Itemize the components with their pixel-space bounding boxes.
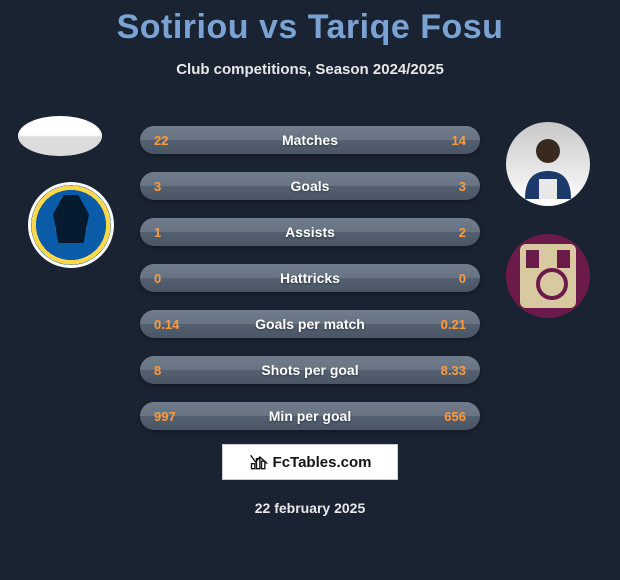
stat-label: Goals <box>291 178 330 194</box>
stat-row: 997 Min per goal 656 <box>140 402 480 430</box>
stat-row: 3 Goals 3 <box>140 172 480 200</box>
stat-right-value: 3 <box>426 179 466 194</box>
player-left-avatar <box>18 116 102 156</box>
stat-left-value: 0 <box>154 271 194 286</box>
stat-label: Assists <box>285 224 335 240</box>
chart-icon <box>249 452 269 472</box>
stat-right-value: 8.33 <box>426 363 466 378</box>
brand-logo[interactable]: FcTables.com <box>222 444 398 480</box>
stat-label: Min per goal <box>269 408 351 424</box>
comparison-date: 22 february 2025 <box>0 500 620 516</box>
stat-row: 0 Hattricks 0 <box>140 264 480 292</box>
club-badge-icon <box>31 185 111 265</box>
stat-left-value: 3 <box>154 179 194 194</box>
comparison-subtitle: Club competitions, Season 2024/2025 <box>0 61 620 78</box>
stat-left-value: 8 <box>154 363 194 378</box>
stat-right-value: 2 <box>426 225 466 240</box>
stats-table: 22 Matches 14 3 Goals 3 1 Assists 2 0 Hattricks 0 0.… <box>140 126 480 448</box>
stat-right-value: 656 <box>426 409 466 424</box>
stat-right-value: 0 <box>426 271 466 286</box>
stat-left-value: 22 <box>154 133 194 148</box>
stat-label: Shots per goal <box>261 362 358 378</box>
stat-label: Hattricks <box>280 270 340 286</box>
club-badge-icon <box>520 244 576 308</box>
player-right-avatar <box>506 122 590 206</box>
stat-row: 1 Assists 2 <box>140 218 480 246</box>
stat-row: 22 Matches 14 <box>140 126 480 154</box>
player-right-club-badge <box>506 234 590 318</box>
placeholder-icon <box>18 116 102 156</box>
stat-right-value: 0.21 <box>426 317 466 332</box>
player-left-club-badge <box>28 182 114 268</box>
stat-right-value: 14 <box>426 133 466 148</box>
brand-label: FcTables.com <box>273 454 372 471</box>
person-icon <box>513 129 583 199</box>
stat-row: 8 Shots per goal 8.33 <box>140 356 480 384</box>
stat-label: Matches <box>282 132 338 148</box>
comparison-title: Sotiriou vs Tariqe Fosu <box>0 0 620 47</box>
stat-left-value: 997 <box>154 409 194 424</box>
stat-left-value: 0.14 <box>154 317 194 332</box>
stat-row: 0.14 Goals per match 0.21 <box>140 310 480 338</box>
stat-left-value: 1 <box>154 225 194 240</box>
stat-label: Goals per match <box>255 316 365 332</box>
